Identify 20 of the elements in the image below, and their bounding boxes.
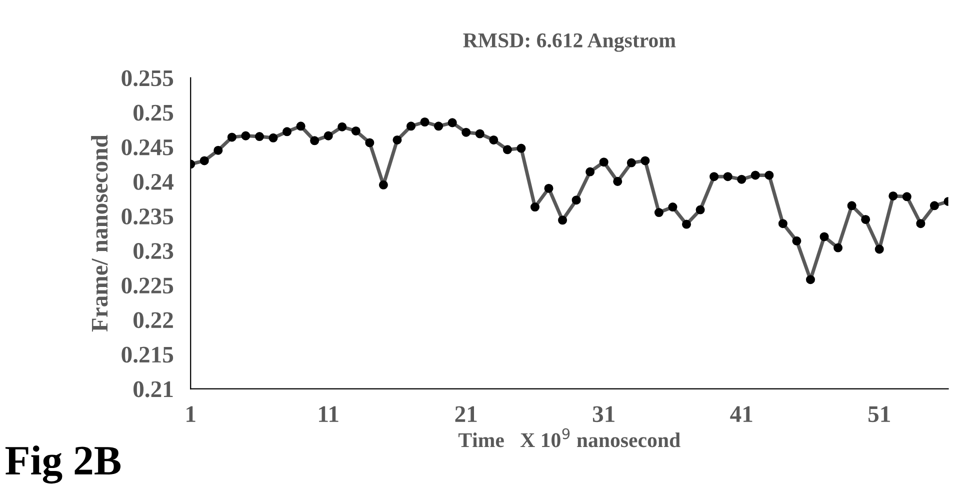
y-tick-label: 0.22 <box>134 312 173 328</box>
x-tick-label: 41 <box>730 406 752 422</box>
y-tick-label: 0.21 <box>134 381 173 398</box>
x-tick-label: 51 <box>868 406 890 422</box>
y-tick-label: 0.235 <box>122 208 174 225</box>
y-tick-label: 0.215 <box>122 346 174 363</box>
y-tick-label: 0.255 <box>122 70 174 86</box>
x-tick-label: 1 <box>186 406 196 422</box>
y-tick-label: 0.225 <box>122 278 174 294</box>
chart-title: RMSD: 6.612 Angstrom <box>463 33 676 52</box>
y-tick-label: 0.23 <box>134 243 174 260</box>
x-tick-label: 11 <box>319 406 338 422</box>
y-axis-title: Frame/ nanosecond <box>91 134 108 332</box>
x-tick-label: 21 <box>455 406 477 422</box>
x-tick-label: 31 <box>592 406 614 422</box>
y-tick-label: 0.25 <box>134 104 174 121</box>
y-tick-label: 0.24 <box>134 174 174 190</box>
caption: Fig 2B <box>5 445 121 484</box>
y-tick-label: 0.245 <box>122 139 174 156</box>
x-axis-title: Time X 10$^{9}$ nanosecond <box>458 428 680 448</box>
